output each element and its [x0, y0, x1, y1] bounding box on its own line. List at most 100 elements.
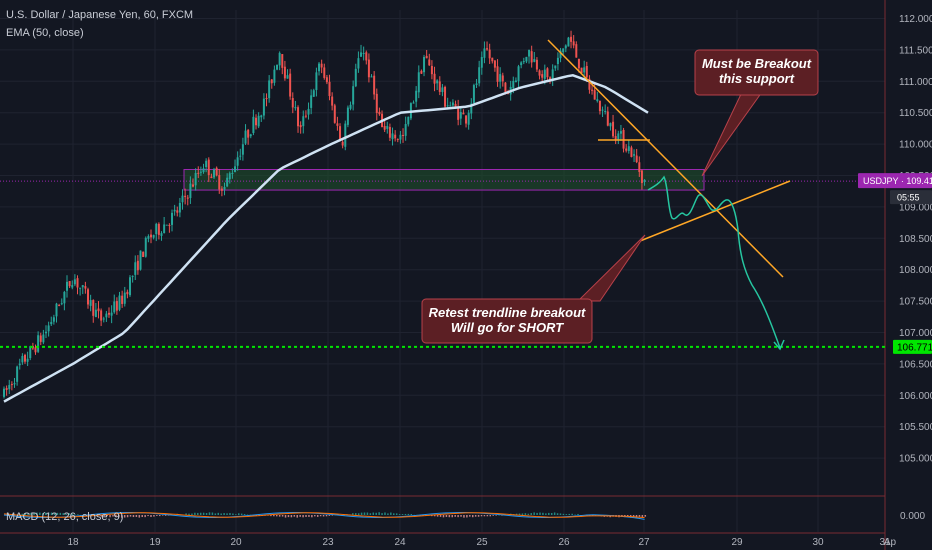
candle-body	[160, 233, 163, 236]
macd-histogram-bar	[287, 515, 290, 518]
macd-histogram-bar	[457, 515, 459, 518]
candle-body	[278, 52, 281, 66]
candle-body	[147, 236, 150, 239]
candle	[100, 308, 103, 327]
candle	[609, 122, 612, 131]
candle-body	[142, 251, 145, 257]
candle-body	[45, 331, 48, 334]
candle	[643, 179, 646, 186]
macd-histogram-bar	[387, 513, 389, 515]
candle-body	[378, 111, 381, 115]
candle-body	[176, 210, 179, 213]
macd-histogram-bar	[357, 513, 360, 515]
candle-body	[210, 176, 213, 179]
projection-curve	[647, 175, 781, 349]
macd-histogram-bar	[109, 515, 111, 518]
candle-body	[134, 262, 137, 275]
candle-body	[171, 212, 174, 225]
candle	[640, 169, 643, 190]
candle	[436, 79, 439, 90]
candle	[472, 83, 475, 106]
candle	[604, 104, 607, 115]
candle-body	[433, 73, 436, 84]
candle-body	[331, 96, 334, 106]
time-tick-label: 23	[322, 537, 334, 548]
candle	[564, 44, 567, 53]
candle	[110, 305, 113, 324]
candle-body	[276, 64, 279, 70]
macd-histogram-bar	[161, 515, 164, 516]
macd-histogram-bar	[328, 515, 331, 516]
macd-histogram-bar	[246, 514, 249, 516]
macd-histogram-bar	[375, 512, 377, 515]
macd-histogram-bar	[214, 513, 217, 515]
candle	[60, 298, 63, 306]
macd-histogram-bar	[284, 515, 287, 518]
candle-body	[87, 289, 90, 305]
candle-body	[438, 81, 441, 92]
candle-body	[252, 116, 255, 134]
candle-body	[352, 86, 355, 105]
candle-body	[3, 388, 5, 397]
time-tick-label: 27	[638, 537, 650, 548]
price-tick-label: 107.500	[899, 297, 932, 308]
candle	[425, 49, 428, 59]
candle	[451, 99, 454, 107]
macd-histogram-bar	[489, 515, 492, 517]
candle-body	[336, 123, 339, 126]
candle	[459, 106, 462, 125]
candle-body	[423, 56, 426, 73]
candle-body	[123, 292, 126, 304]
macd-histogram-bar	[273, 515, 275, 517]
candle	[21, 353, 24, 365]
candle	[415, 86, 418, 108]
macd-histogram-bar	[498, 514, 500, 516]
candle	[123, 286, 126, 307]
candle-body	[60, 303, 63, 305]
price-axis[interactable]: 112.000111.500111.000110.500110.000109.5…	[899, 14, 932, 465]
candle	[323, 63, 326, 80]
candle-body	[609, 123, 612, 127]
candle-body	[71, 285, 74, 288]
macd-histogram-bar	[126, 515, 129, 518]
macd-histogram-bar	[574, 514, 576, 516]
candle	[218, 168, 221, 194]
candle-body	[630, 147, 633, 158]
candle-body	[265, 98, 268, 100]
macd-histogram-bar	[153, 515, 155, 517]
candle-body	[333, 105, 336, 123]
candle-body	[202, 168, 205, 173]
candle-body	[55, 303, 58, 317]
candle-body	[192, 184, 195, 187]
candle-body	[5, 387, 8, 390]
macd-histogram-bar	[568, 513, 571, 515]
candle	[8, 379, 11, 394]
candle	[207, 157, 210, 183]
candle	[627, 139, 630, 154]
candle	[113, 294, 116, 314]
candle-body	[97, 308, 100, 312]
candle-body	[121, 295, 124, 304]
macd-histogram-bar	[518, 513, 521, 515]
candle	[92, 299, 95, 323]
candle-body	[541, 74, 544, 78]
candle	[325, 75, 328, 85]
candle-body	[247, 129, 250, 138]
candle	[202, 163, 205, 174]
candle-body	[491, 57, 494, 62]
candle	[302, 110, 305, 134]
candle	[45, 325, 48, 339]
candle-body	[50, 321, 53, 325]
candle-body	[63, 291, 66, 304]
candle-body	[407, 116, 410, 125]
candle	[575, 41, 578, 58]
macd-histogram-bar	[545, 513, 547, 515]
macd-histogram-bar	[217, 512, 220, 515]
macd-histogram-bar	[354, 513, 357, 515]
macd-histogram-bar	[390, 512, 392, 515]
macd-histogram-bar	[237, 513, 240, 515]
candle	[260, 114, 263, 122]
candle-body	[441, 87, 444, 93]
